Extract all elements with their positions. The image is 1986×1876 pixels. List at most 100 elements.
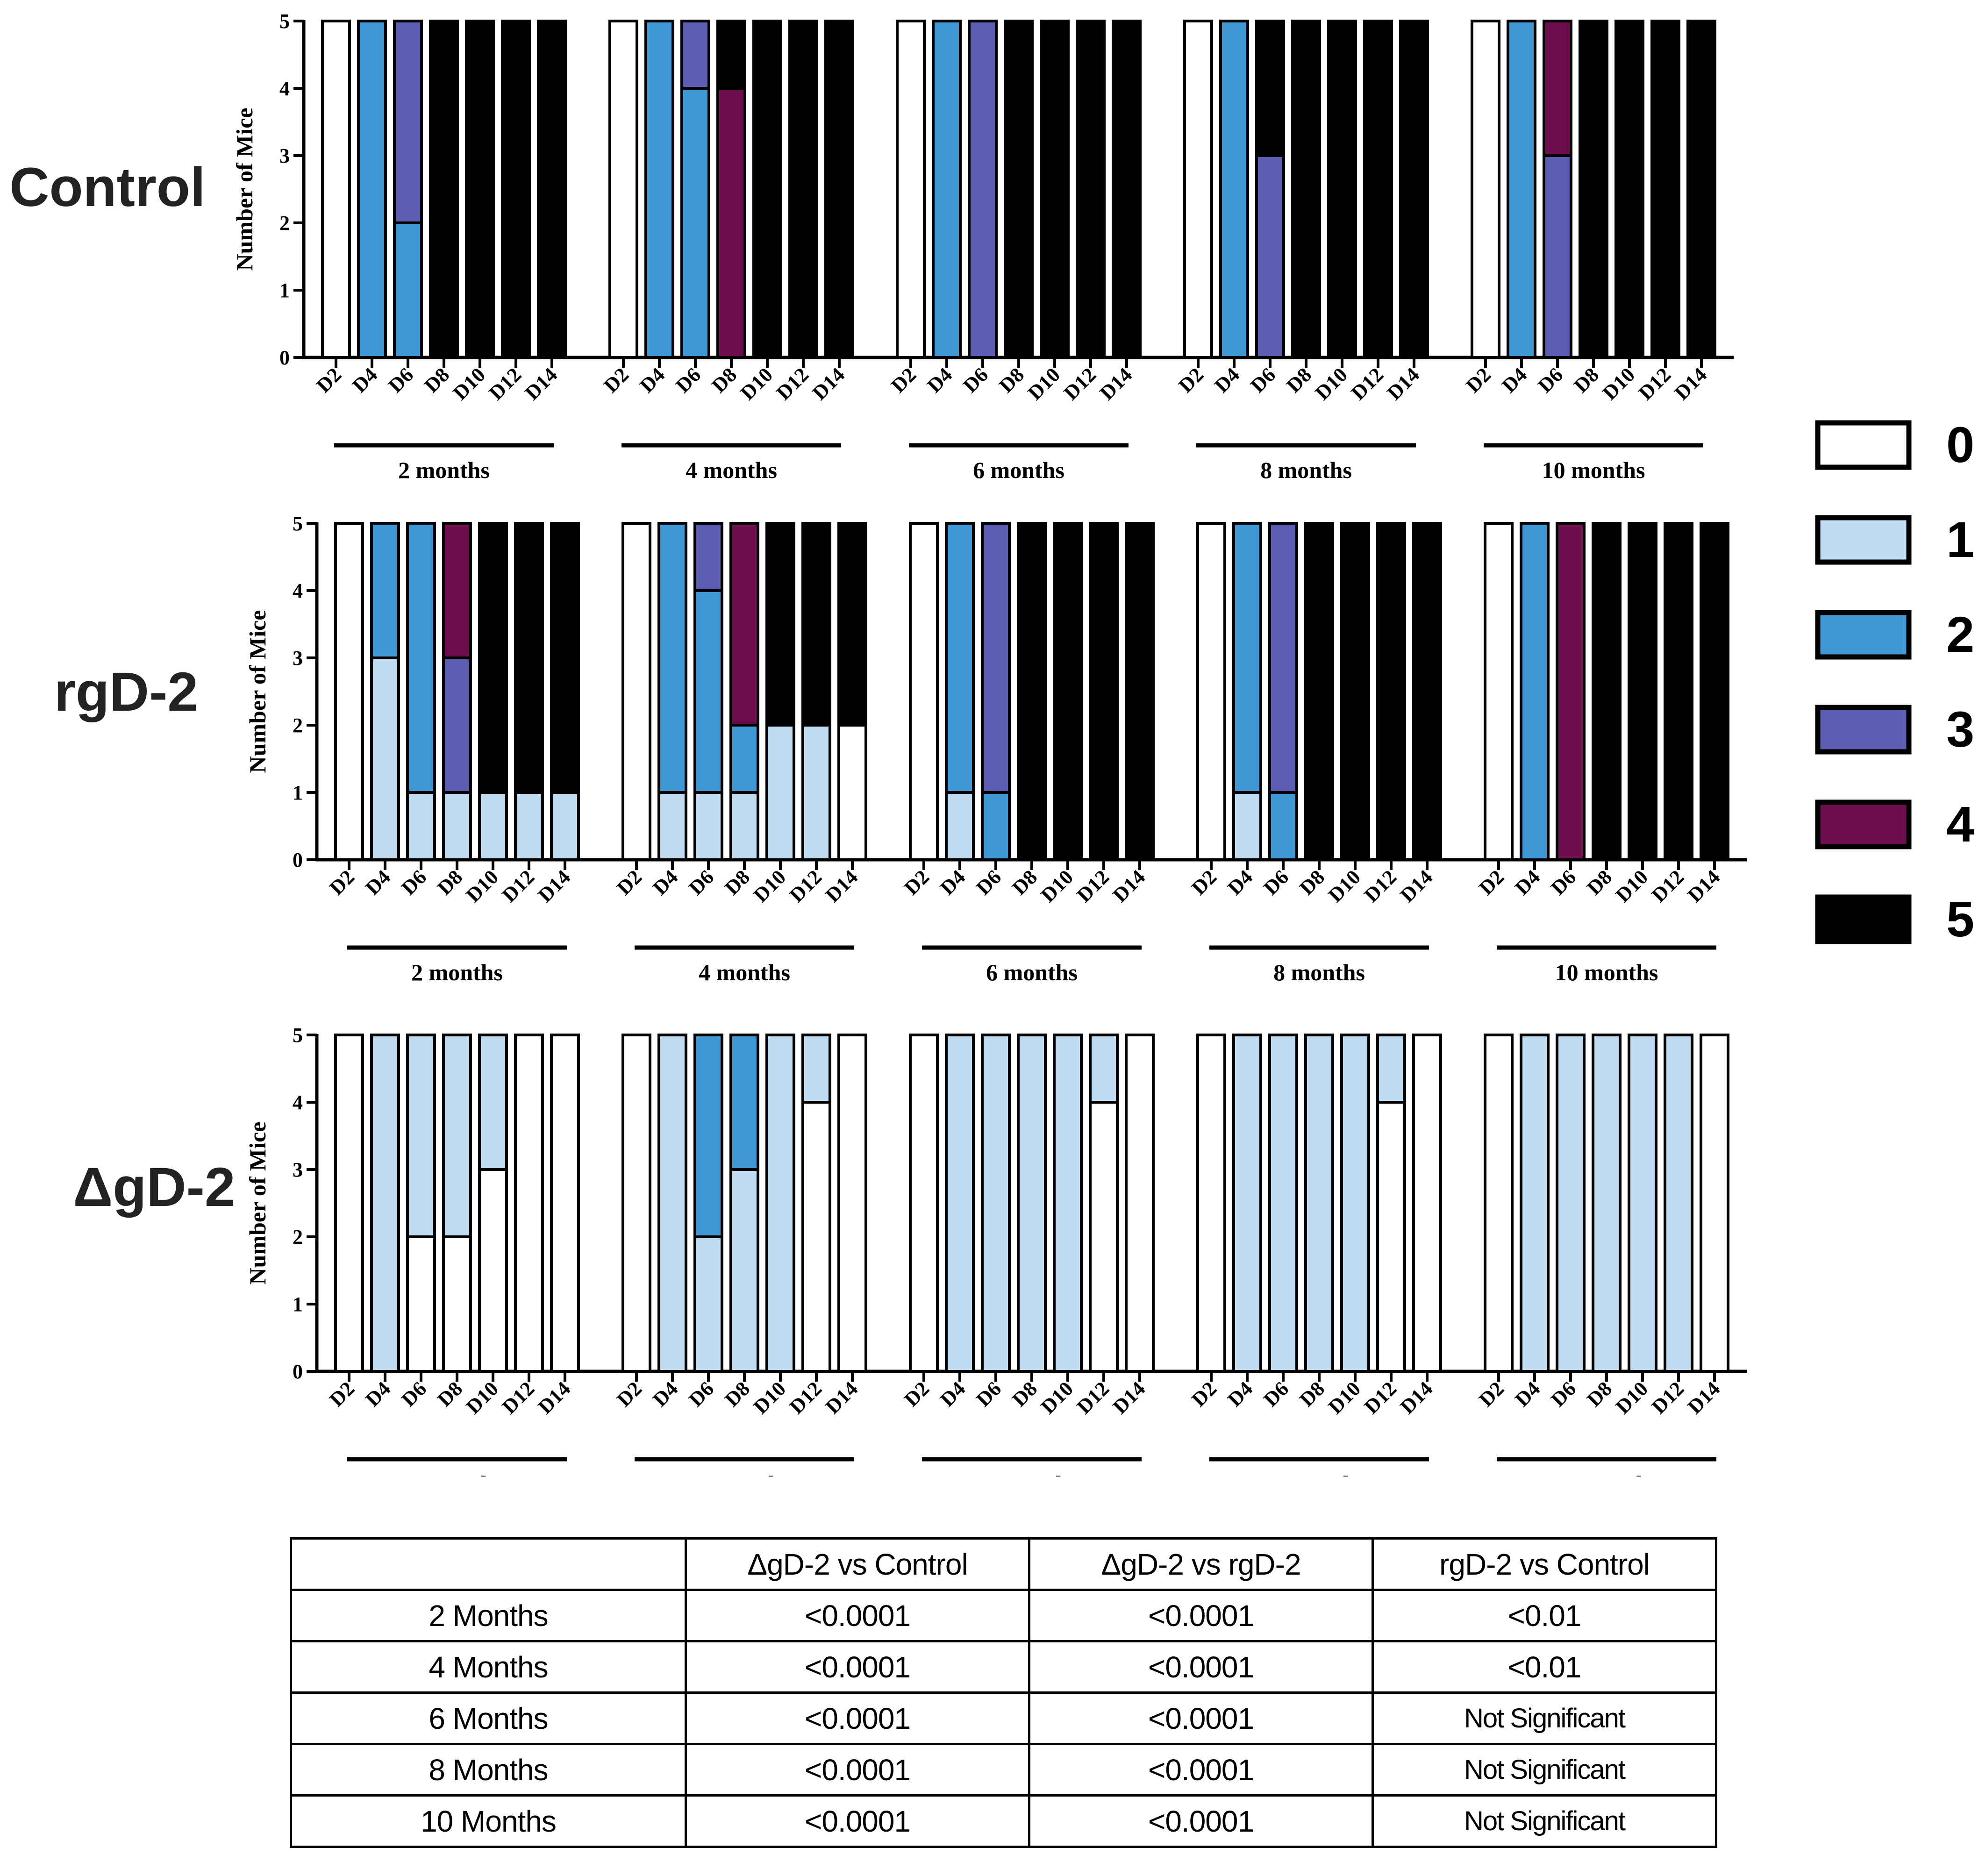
bar-segment — [837, 522, 867, 727]
legend: 0 1 2 3 4 5 — [1815, 416, 1974, 947]
x-tick-label: D14 — [1396, 1377, 1437, 1418]
bar-segment — [442, 791, 472, 861]
month-label: 2 months — [411, 1471, 503, 1477]
x-tick-label: D2 — [1187, 865, 1221, 899]
bar-segment — [909, 522, 939, 861]
x-tick-label: D10 — [1036, 1377, 1078, 1418]
x-tick-label: D14 — [534, 865, 575, 906]
x-tick-label: D12 — [772, 363, 813, 404]
x-tick-label: D2 — [325, 865, 359, 899]
y-tick-label: 0 — [279, 346, 290, 369]
x-tick-label: D14 — [1683, 1377, 1724, 1418]
bar-segment — [1363, 20, 1393, 359]
x-tick-label: D14 — [1670, 363, 1711, 404]
x-tick-label: D12 — [785, 865, 826, 906]
x-tick-label: D4 — [1510, 1377, 1544, 1411]
bar-segment — [657, 791, 687, 861]
table-header-cell: ΔgD-2 vs Control — [685, 1537, 1030, 1591]
bar-segment — [788, 20, 818, 359]
x-tick-label: D2 — [612, 865, 646, 899]
table-cell: 4 Months — [290, 1640, 687, 1694]
month-label: 10 months — [1542, 457, 1645, 483]
table-header-row: ΔgD-2 vs Control ΔgD-2 vs rgD-2 rgD-2 vs… — [290, 1537, 1717, 1591]
table-cell: <0.0001 — [1028, 1640, 1374, 1694]
bar-segment — [1089, 522, 1119, 861]
x-tick-label: D12 — [1634, 363, 1675, 404]
x-tick-label: D4 — [1223, 1377, 1257, 1411]
legend-label: 2 — [1946, 606, 1974, 663]
month-label: 6 months — [986, 959, 1078, 985]
x-tick-label: D8 — [720, 865, 754, 899]
bar-segment — [370, 656, 400, 861]
x-tick-label: D2 — [312, 363, 346, 397]
table-cell: <0.01 — [1372, 1640, 1717, 1694]
bar-segment — [981, 1034, 1011, 1373]
bar-segment — [550, 791, 580, 861]
legend-label: 3 — [1946, 701, 1974, 757]
bar-segment — [1700, 1034, 1729, 1373]
y-tick-label: 1 — [293, 1293, 303, 1316]
bar-segment — [1556, 522, 1586, 861]
month-label: 2 months — [411, 959, 503, 985]
x-tick-label: D12 — [1072, 1377, 1114, 1418]
x-tick-label: D8 — [1582, 1377, 1616, 1411]
month-label: 6 months — [986, 1471, 1078, 1477]
x-tick-label: D12 — [785, 1377, 826, 1418]
x-tick-label: D10 — [1324, 1377, 1365, 1418]
bar-segment — [406, 1235, 436, 1373]
x-tick-label: D8 — [1282, 363, 1316, 397]
bar-segment — [729, 724, 759, 794]
x-tick-label: D8 — [720, 1377, 754, 1411]
y-tick-label: 1 — [279, 279, 290, 302]
bar-segment — [1268, 791, 1298, 861]
bar-segment — [1196, 1034, 1226, 1373]
month-label: 8 months — [1260, 457, 1352, 483]
bar-segment — [1196, 522, 1226, 861]
table-row: 10 Months <0.0001 <0.0001 Not Significan… — [290, 1794, 1717, 1848]
bar-segment — [622, 522, 651, 861]
bar-segment — [429, 20, 459, 359]
table-row: 4 Months <0.0001 <0.0001 <0.01 — [290, 1640, 1717, 1694]
month-label: 2 months — [398, 457, 490, 483]
bar-segment — [1125, 1034, 1155, 1373]
bar-segment — [478, 791, 508, 861]
x-tick-label: D14 — [1095, 363, 1136, 404]
bar-segment — [1125, 522, 1155, 861]
bar-segment — [693, 1235, 723, 1373]
x-tick-label: D12 — [498, 865, 539, 906]
y-tick-label: 4 — [279, 77, 290, 100]
y-axis-label: Number of Mice — [231, 108, 257, 271]
x-tick-label: D10 — [462, 865, 503, 906]
x-tick-label: D8 — [707, 363, 741, 397]
bar-segment — [442, 1235, 472, 1373]
y-tick-label: 2 — [279, 212, 290, 235]
x-tick-label: D6 — [1546, 865, 1580, 899]
bar-segment — [406, 522, 436, 794]
x-tick-label: D12 — [1360, 865, 1401, 906]
bar-segment — [1628, 522, 1657, 861]
bar-segment — [945, 1034, 975, 1373]
bar-segment — [1399, 20, 1429, 359]
panel-label: rgD-2 — [54, 661, 198, 723]
y-tick-label: 4 — [293, 1091, 303, 1114]
bar-segment — [680, 20, 710, 90]
x-tick-label: D14 — [534, 1377, 575, 1418]
bar-segment — [393, 20, 423, 224]
x-tick-label: D4 — [1223, 865, 1257, 899]
bar-segment — [1592, 1034, 1622, 1373]
legend-swatch — [1815, 515, 1912, 565]
bar-segment — [1268, 522, 1298, 794]
bar-segment — [932, 20, 962, 359]
table-cell: <0.0001 — [685, 1794, 1030, 1848]
bar-segment — [537, 20, 567, 359]
bar-segment — [442, 522, 472, 659]
y-tick-label: 2 — [293, 714, 303, 737]
bar-segment — [1628, 1034, 1657, 1373]
bar-segment — [765, 522, 795, 727]
table-cell: 6 Months — [290, 1691, 687, 1745]
x-tick-label: D8 — [1569, 363, 1603, 397]
x-tick-label: D10 — [1311, 363, 1352, 404]
x-tick-label: D14 — [521, 363, 562, 404]
